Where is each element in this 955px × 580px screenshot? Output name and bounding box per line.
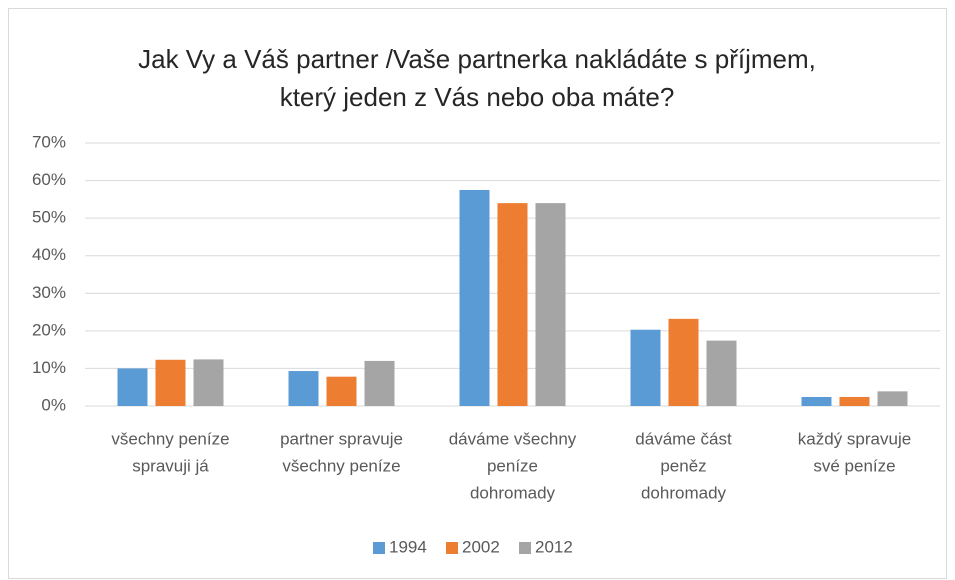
bar [839, 396, 870, 406]
bar [117, 368, 148, 406]
x-tick-label: dohromady [470, 483, 556, 502]
y-tick-label: 0% [41, 395, 66, 414]
y-tick-label: 10% [32, 358, 66, 377]
x-tick-label: dáváme část [635, 429, 732, 448]
chart-title: Jak Vy a Váš partner /Vaše partnerka nak… [138, 44, 816, 112]
y-tick-label: 30% [32, 283, 66, 302]
x-tick-label: všechny peníze [282, 456, 400, 475]
y-tick-label: 70% [32, 132, 66, 151]
chart-border [8, 8, 947, 579]
x-tick-label: partner spravuje [280, 429, 403, 448]
legend-label: 2012 [535, 537, 573, 556]
bar [535, 203, 566, 406]
x-tick-label: dáváme všechny [449, 429, 577, 448]
x-tick-label: každý spravuje [798, 429, 911, 448]
y-tick-label: 40% [32, 245, 66, 264]
bar [497, 203, 528, 406]
bar [706, 340, 737, 406]
x-tick-label: všechny peníze [111, 429, 229, 448]
bar [193, 359, 224, 406]
x-tick-label: spravuji já [132, 456, 209, 475]
y-tick-label: 60% [32, 170, 66, 189]
bar [364, 360, 395, 406]
legend-label: 1994 [389, 537, 427, 556]
bar [630, 329, 661, 406]
legend-label: 2002 [462, 537, 500, 556]
x-tick-label: peněz [660, 456, 706, 475]
y-tick-label: 50% [32, 208, 66, 227]
x-tick-label: dohromady [641, 483, 727, 502]
legend-swatch [373, 542, 385, 554]
bar [668, 318, 699, 406]
legend-swatch [519, 542, 531, 554]
bar [155, 359, 186, 406]
bar [877, 391, 908, 406]
legend-swatch [446, 542, 458, 554]
bar [459, 189, 490, 406]
x-tick-label: své peníze [813, 456, 895, 475]
x-tick-label: peníze [487, 456, 538, 475]
bar [801, 396, 832, 406]
bar [326, 376, 357, 406]
y-tick-label: 20% [32, 320, 66, 339]
bar [288, 371, 319, 406]
